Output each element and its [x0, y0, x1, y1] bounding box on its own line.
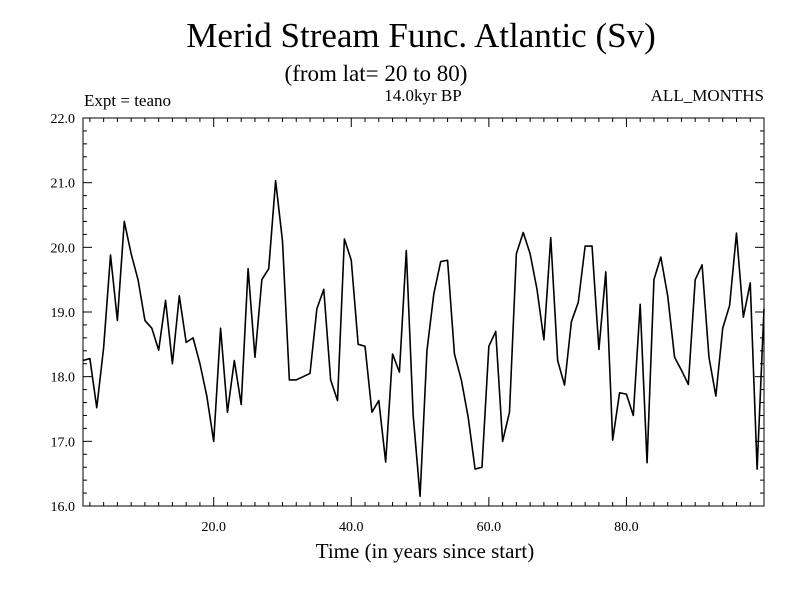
plot-frame: [82, 117, 765, 507]
months-label: ALL_MONTHS: [650, 86, 764, 105]
period-label: 14.0kyr BP: [384, 86, 462, 105]
x-axis-label: Time (in years since start): [315, 539, 535, 563]
chart-title: Merid Stream Func. Atlantic (Sv): [186, 16, 656, 55]
x-tick-label: 20.0: [201, 520, 226, 535]
y-tick-label: 21.0: [51, 177, 76, 192]
y-tick-label: 17.0: [51, 435, 76, 450]
y-tick-label: 22.0: [51, 112, 76, 127]
y-tick-label: 19.0: [51, 306, 76, 321]
x-tick-label: 80.0: [614, 520, 639, 535]
x-tick-label: 60.0: [477, 520, 502, 535]
y-tick-label: 16.0: [51, 500, 76, 515]
chart-subtitle: (from lat= 20 to 80): [284, 61, 468, 86]
y-tick-label: 20.0: [51, 241, 76, 256]
y-tick-label: 18.0: [51, 371, 76, 386]
x-tick-label: 40.0: [339, 520, 364, 535]
experiment-label: Expt = teano: [84, 91, 172, 110]
series-line: [82, 179, 765, 498]
